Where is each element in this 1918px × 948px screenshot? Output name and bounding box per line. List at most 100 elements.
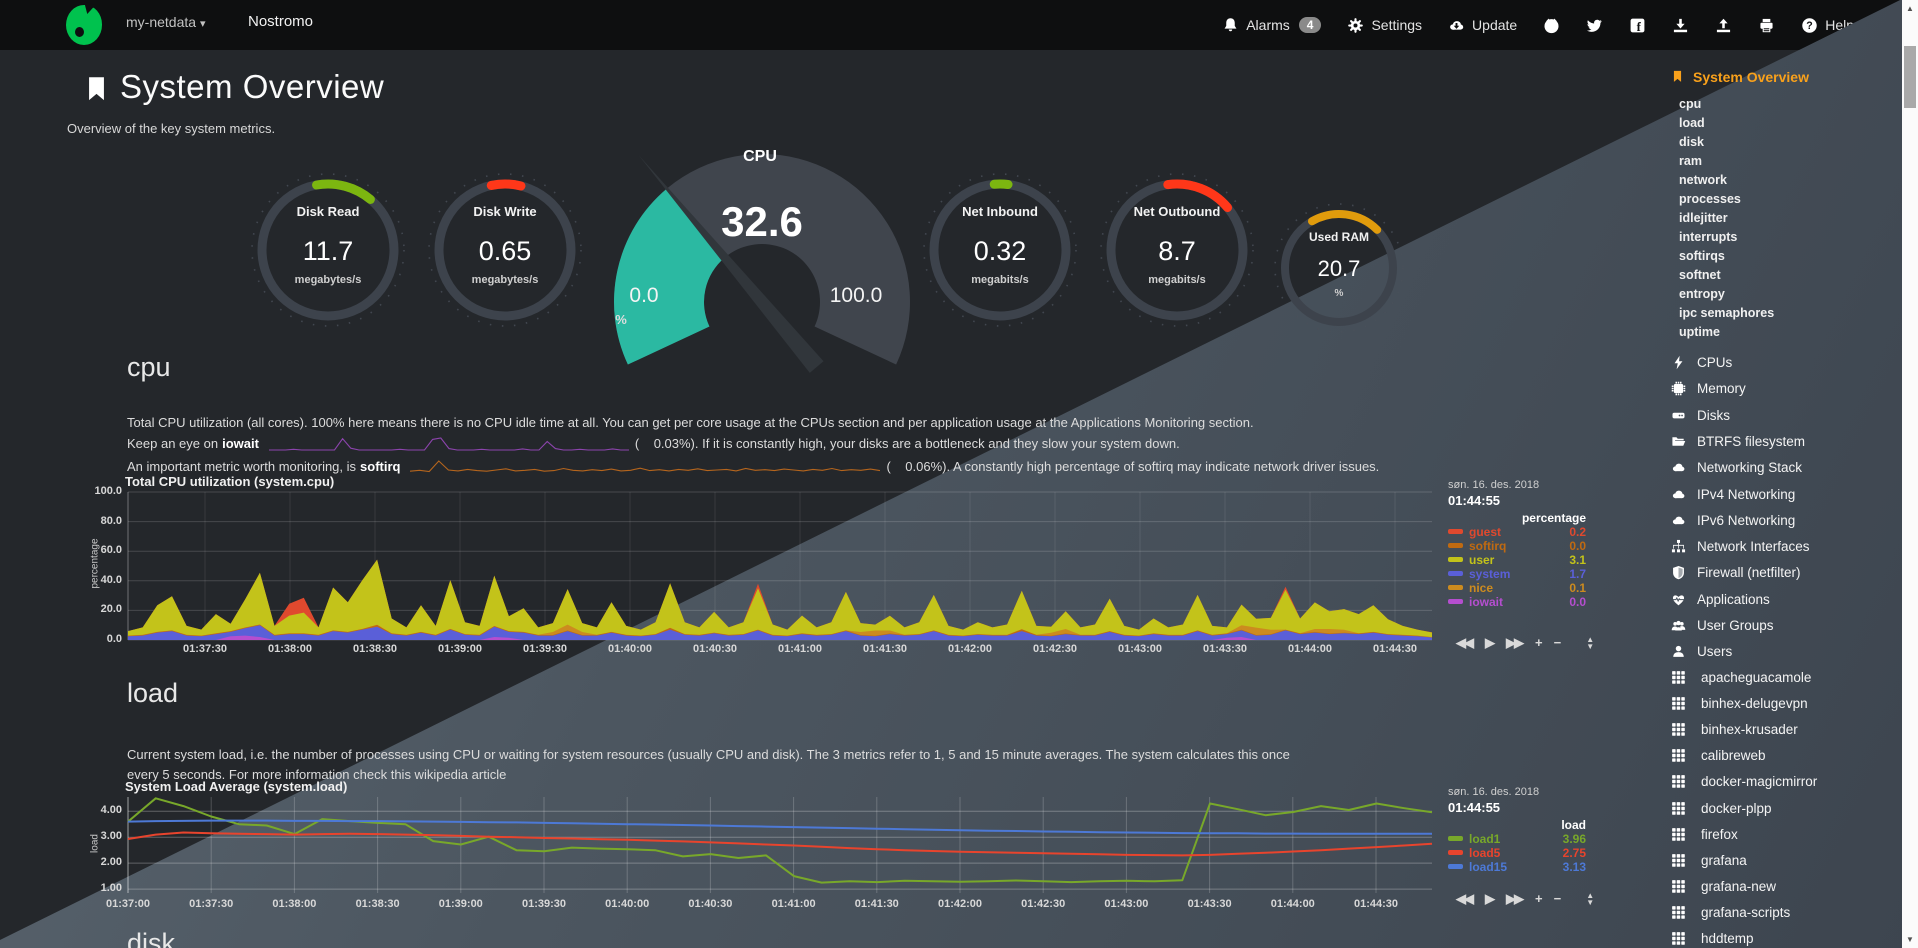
import-button[interactable]	[1672, 17, 1689, 34]
zoom-out-icon[interactable]: −	[1553, 635, 1561, 650]
sidebar-item-grafana[interactable]: grafana	[1671, 853, 1896, 868]
scrollbar[interactable]: ▲ ▼	[1902, 0, 1918, 948]
sidebar-item-system-overview[interactable]: System Overview	[1671, 68, 1809, 85]
resize-icon[interactable]: ▲ ▼	[1586, 891, 1595, 907]
sidebar-item-entropy[interactable]: entropy	[1679, 287, 1725, 301]
chart-plot-system.load[interactable]	[127, 797, 1433, 893]
chart-ylabel-system.cpu: percentage	[89, 538, 101, 589]
chart-plot-system.cpu[interactable]	[127, 491, 1432, 641]
legend-name: system	[1469, 567, 1511, 581]
sidebar-item-grafana-scripts[interactable]: grafana-scripts	[1671, 905, 1896, 920]
gauge-chart-used-ram[interactable]	[1265, 194, 1413, 342]
sidebar-item-idlejitter[interactable]: idlejitter	[1679, 211, 1728, 225]
heartbeat-icon	[1671, 592, 1686, 607]
sidebar-item-firewall-netfilter-[interactable]: Firewall (netfilter)	[1671, 565, 1896, 580]
grid-icon	[1671, 748, 1686, 763]
sidebar-item-ipv6-networking[interactable]: IPv6 Networking	[1671, 513, 1896, 528]
gauge-chart-net-inbound[interactable]	[914, 164, 1086, 336]
sidebar-item-processes[interactable]: processes	[1679, 192, 1741, 206]
pan-backward-icon[interactable]: ◀◀	[1456, 635, 1474, 650]
sidebar-item-softnet[interactable]: softnet	[1679, 268, 1721, 282]
gauge-chart-disk-write[interactable]	[419, 164, 591, 336]
legend-entry-system[interactable]: system 1.7	[1448, 567, 1586, 581]
question-circle-icon: ?	[1801, 17, 1818, 34]
twitter-button[interactable]	[1586, 17, 1603, 34]
legend-entry-guest[interactable]: guest 0.2	[1448, 525, 1586, 539]
chart-xtick: 01:38:00	[272, 898, 317, 910]
sidebar-item-softirqs[interactable]: softirqs	[1679, 249, 1725, 263]
resize-icon[interactable]: ▲ ▼	[1586, 635, 1595, 651]
sidebar-item-binhex-delugevpn[interactable]: binhex-delugevpn	[1671, 696, 1896, 711]
sidebar-item-ipc-semaphores[interactable]: ipc semaphores	[1679, 306, 1775, 320]
legend-entry-softirq[interactable]: softirq 0.0	[1448, 539, 1586, 553]
sidebar-item-disks[interactable]: Disks	[1671, 408, 1896, 423]
sidebar-item-grafana-new[interactable]: grafana-new	[1671, 879, 1896, 894]
sidebar-item-cpus[interactable]: CPUs	[1671, 355, 1896, 370]
sidebar-item-hddtemp[interactable]: hddtemp	[1671, 931, 1896, 946]
sidebar-item-disk[interactable]: disk	[1679, 135, 1705, 149]
legend-name: softirq	[1469, 539, 1507, 553]
sidebar-item-networking-stack[interactable]: Networking Stack	[1671, 460, 1896, 475]
scrollbar-thumb[interactable]	[1904, 46, 1916, 108]
legend-swatch	[1448, 529, 1463, 534]
grid-icon	[1671, 879, 1686, 894]
gauge-unit: megabytes/s	[471, 274, 539, 286]
sidebar-item-network[interactable]: network	[1679, 173, 1727, 187]
play-icon[interactable]: ▶	[1485, 635, 1495, 650]
export-button[interactable]	[1715, 17, 1732, 34]
github-button[interactable]	[1543, 17, 1560, 34]
alarms-button[interactable]: Alarms 4	[1222, 17, 1322, 34]
pan-backward-icon[interactable]: ◀◀	[1456, 891, 1474, 906]
cloud-icon	[1671, 513, 1686, 528]
print-button[interactable]	[1758, 17, 1775, 34]
legend-entry-load1[interactable]: load1 3.96	[1448, 832, 1586, 846]
bookmark-icon	[1673, 70, 1682, 82]
legend-entry-load15[interactable]: load15 3.13	[1448, 860, 1586, 874]
sidebar-item-btrfs-filesystem[interactable]: BTRFS filesystem	[1671, 434, 1896, 449]
play-icon[interactable]: ▶	[1485, 891, 1495, 906]
legend-entry-iowait[interactable]: iowait 0.0	[1448, 595, 1586, 609]
sidebar-item-calibreweb[interactable]: calibreweb	[1671, 748, 1896, 763]
sidebar-item-docker-magicmirror[interactable]: docker-magicmirror	[1671, 774, 1896, 789]
iowait-sparkline-chart[interactable]	[268, 436, 629, 451]
scroll-up-icon[interactable]: ▲	[1906, 4, 1914, 13]
zoom-out-icon[interactable]: −	[1553, 891, 1561, 906]
gauge-chart-cpu[interactable]	[600, 140, 924, 373]
facebook-button[interactable]: f	[1629, 17, 1646, 34]
sidebar-item-binhex-krusader[interactable]: binhex-krusader	[1671, 722, 1896, 737]
sidebar-item-firefox[interactable]: firefox	[1671, 827, 1896, 842]
pan-forward-icon[interactable]: ▶▶	[1506, 635, 1524, 650]
netdata-logo-icon[interactable]	[66, 1, 104, 45]
legend-entry-user[interactable]: user 3.1	[1448, 553, 1586, 567]
gauge-chart-net-outbound[interactable]	[1091, 164, 1263, 336]
sidebar-item-ram[interactable]: ram	[1679, 154, 1702, 168]
sidebar-item-interrupts[interactable]: interrupts	[1679, 230, 1738, 244]
sidebar-item-uptime[interactable]: uptime	[1679, 325, 1720, 339]
zoom-in-icon[interactable]: +	[1535, 891, 1542, 906]
sidebar-item-docker-plpp[interactable]: docker-plpp	[1671, 801, 1896, 816]
sidebar-item-cpu[interactable]: cpu	[1679, 97, 1702, 111]
update-button[interactable]: Update	[1448, 17, 1517, 34]
gauge-max: 100.0	[829, 284, 883, 307]
chart-ytick: 20.0	[100, 603, 122, 616]
sidebar-item-users[interactable]: Users	[1671, 644, 1896, 659]
legend-entry-nice[interactable]: nice 0.1	[1448, 581, 1586, 595]
sidebar-item-user-groups[interactable]: User Groups	[1671, 618, 1896, 633]
zoom-in-icon[interactable]: +	[1535, 635, 1542, 650]
legend-entry-load5[interactable]: load5 2.75	[1448, 846, 1586, 860]
pan-forward-icon[interactable]: ▶▶	[1506, 891, 1524, 906]
sidebar-item-applications[interactable]: Applications	[1671, 592, 1896, 607]
settings-button[interactable]: Settings	[1347, 17, 1422, 34]
sidebar-item-ipv4-networking[interactable]: IPv4 Networking	[1671, 487, 1896, 502]
softirq-sparkline-chart[interactable]	[410, 459, 881, 474]
hostname-dropdown[interactable]: my-netdata ▾	[126, 14, 206, 30]
gauge-label: Used RAM	[1308, 230, 1369, 244]
gauge-min: 0.0	[629, 284, 659, 307]
sidebar-item-memory[interactable]: Memory	[1671, 381, 1896, 396]
gauge-chart-disk-read[interactable]	[242, 164, 414, 336]
sidebar-item-apacheguacamole[interactable]: apacheguacamole	[1671, 670, 1896, 685]
sidebar-item-network-interfaces[interactable]: Network Interfaces	[1671, 539, 1896, 554]
scroll-down-icon[interactable]: ▼	[1906, 935, 1914, 944]
sidebar-item-load[interactable]: load	[1679, 116, 1705, 130]
